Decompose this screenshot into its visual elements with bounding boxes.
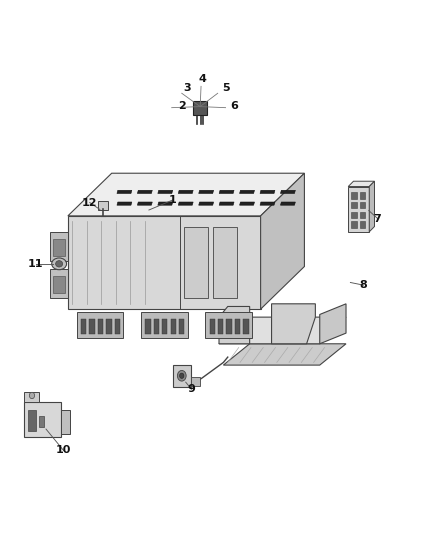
Bar bbox=[39, 416, 44, 427]
Bar bbox=[53, 239, 65, 256]
Polygon shape bbox=[24, 392, 39, 402]
Polygon shape bbox=[260, 202, 275, 205]
Polygon shape bbox=[219, 190, 234, 193]
Bar bbox=[171, 319, 176, 334]
Bar bbox=[244, 319, 249, 334]
Text: 2: 2 bbox=[178, 101, 186, 111]
Bar bbox=[145, 319, 151, 334]
Polygon shape bbox=[261, 173, 304, 309]
Polygon shape bbox=[199, 190, 214, 193]
Polygon shape bbox=[219, 202, 234, 205]
Polygon shape bbox=[223, 344, 346, 365]
Polygon shape bbox=[178, 202, 193, 205]
Polygon shape bbox=[117, 190, 132, 193]
Polygon shape bbox=[348, 187, 369, 232]
Text: 6: 6 bbox=[230, 101, 238, 111]
Polygon shape bbox=[280, 190, 295, 193]
Polygon shape bbox=[61, 410, 70, 434]
Bar bbox=[184, 227, 208, 298]
Text: 9: 9 bbox=[187, 384, 195, 394]
Polygon shape bbox=[117, 202, 132, 205]
FancyBboxPatch shape bbox=[205, 312, 252, 338]
Bar bbox=[162, 319, 167, 334]
FancyBboxPatch shape bbox=[77, 312, 124, 338]
FancyBboxPatch shape bbox=[193, 101, 207, 115]
Bar bbox=[89, 319, 95, 334]
Bar bbox=[351, 202, 357, 208]
Polygon shape bbox=[280, 202, 295, 205]
FancyBboxPatch shape bbox=[191, 377, 200, 386]
Bar bbox=[179, 319, 184, 334]
Polygon shape bbox=[199, 202, 214, 205]
Text: 3: 3 bbox=[183, 83, 191, 93]
Text: 11: 11 bbox=[28, 259, 44, 269]
Ellipse shape bbox=[56, 261, 63, 267]
Bar bbox=[98, 319, 103, 334]
Bar bbox=[106, 319, 112, 334]
Ellipse shape bbox=[29, 392, 35, 399]
FancyBboxPatch shape bbox=[173, 365, 191, 387]
Polygon shape bbox=[369, 181, 374, 232]
Ellipse shape bbox=[180, 373, 184, 378]
Bar bbox=[235, 319, 240, 334]
Text: 12: 12 bbox=[82, 198, 98, 207]
Text: 7: 7 bbox=[374, 214, 381, 223]
Polygon shape bbox=[50, 232, 68, 261]
Bar bbox=[360, 212, 365, 218]
Polygon shape bbox=[320, 304, 346, 344]
FancyBboxPatch shape bbox=[141, 312, 187, 338]
Bar bbox=[209, 319, 215, 334]
FancyBboxPatch shape bbox=[98, 201, 108, 210]
Text: 10: 10 bbox=[56, 446, 71, 455]
Polygon shape bbox=[219, 317, 346, 344]
Polygon shape bbox=[240, 190, 254, 193]
Polygon shape bbox=[68, 173, 304, 216]
Polygon shape bbox=[158, 202, 173, 205]
Polygon shape bbox=[260, 190, 275, 193]
Ellipse shape bbox=[177, 370, 186, 381]
Text: 8: 8 bbox=[360, 280, 367, 290]
Bar bbox=[218, 319, 223, 334]
Bar bbox=[360, 221, 365, 228]
Polygon shape bbox=[24, 402, 61, 437]
Bar bbox=[351, 212, 357, 218]
Polygon shape bbox=[138, 190, 152, 193]
Bar bbox=[81, 319, 86, 334]
Polygon shape bbox=[68, 216, 261, 309]
Text: 1: 1 bbox=[169, 195, 177, 205]
Polygon shape bbox=[178, 190, 193, 193]
Polygon shape bbox=[348, 181, 374, 187]
Bar bbox=[360, 192, 365, 199]
Bar bbox=[360, 202, 365, 208]
Polygon shape bbox=[138, 202, 152, 205]
Ellipse shape bbox=[52, 258, 67, 270]
Text: 5: 5 bbox=[222, 83, 230, 93]
Bar bbox=[28, 410, 36, 431]
Bar bbox=[115, 319, 120, 334]
Bar bbox=[351, 221, 357, 228]
Bar bbox=[226, 319, 232, 334]
Polygon shape bbox=[240, 202, 254, 205]
Polygon shape bbox=[158, 190, 173, 193]
Bar bbox=[53, 276, 65, 293]
Polygon shape bbox=[50, 269, 68, 298]
Polygon shape bbox=[272, 304, 315, 344]
Polygon shape bbox=[219, 306, 250, 344]
Bar bbox=[154, 319, 159, 334]
Bar bbox=[351, 192, 357, 199]
Text: 4: 4 bbox=[198, 74, 206, 84]
Bar bbox=[212, 227, 237, 298]
